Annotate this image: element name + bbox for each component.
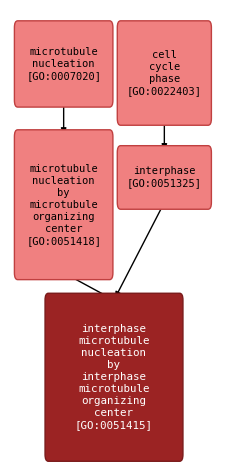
Text: microtubule
nucleation
[GO:0007020]: microtubule nucleation [GO:0007020]	[26, 47, 101, 81]
Text: interphase
microtubule
nucleation
by
interphase
microtubule
organizing
center
[G: interphase microtubule nucleation by int…	[75, 324, 152, 430]
FancyBboxPatch shape	[117, 146, 210, 209]
FancyBboxPatch shape	[117, 21, 210, 125]
FancyBboxPatch shape	[14, 21, 112, 107]
Text: interphase
[GO:0051325]: interphase [GO:0051325]	[126, 166, 201, 188]
FancyBboxPatch shape	[45, 293, 182, 461]
FancyBboxPatch shape	[14, 130, 112, 280]
Text: cell
cycle
phase
[GO:0022403]: cell cycle phase [GO:0022403]	[126, 50, 201, 96]
Text: microtubule
nucleation
by
microtubule
organizing
center
[GO:0051418]: microtubule nucleation by microtubule or…	[26, 164, 101, 245]
